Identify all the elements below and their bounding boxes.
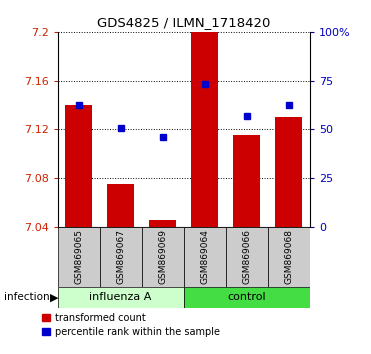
Text: GSM869066: GSM869066	[242, 229, 251, 284]
Bar	[268, 227, 310, 287]
Bar	[65, 105, 92, 227]
Bar	[184, 227, 226, 287]
Text: GSM869064: GSM869064	[200, 229, 209, 284]
Bar	[233, 135, 260, 227]
Bar	[184, 287, 310, 308]
Bar	[275, 117, 302, 227]
Text: infection: infection	[4, 292, 49, 302]
Bar	[107, 184, 134, 227]
Bar	[58, 227, 99, 287]
Title: GDS4825 / ILMN_1718420: GDS4825 / ILMN_1718420	[97, 16, 270, 29]
Text: GSM869065: GSM869065	[74, 229, 83, 284]
Bar	[99, 227, 142, 287]
Text: GSM869068: GSM869068	[284, 229, 293, 284]
Bar	[149, 221, 176, 227]
Text: influenza A: influenza A	[89, 292, 152, 302]
Bar	[191, 32, 219, 227]
Text: GSM869067: GSM869067	[116, 229, 125, 284]
Bar	[226, 227, 268, 287]
Bar	[142, 227, 184, 287]
Legend: transformed count, percentile rank within the sample: transformed count, percentile rank withi…	[42, 313, 220, 337]
Text: control: control	[227, 292, 266, 302]
Text: ▶: ▶	[50, 292, 59, 302]
Text: GSM869069: GSM869069	[158, 229, 167, 284]
Bar	[58, 287, 184, 308]
